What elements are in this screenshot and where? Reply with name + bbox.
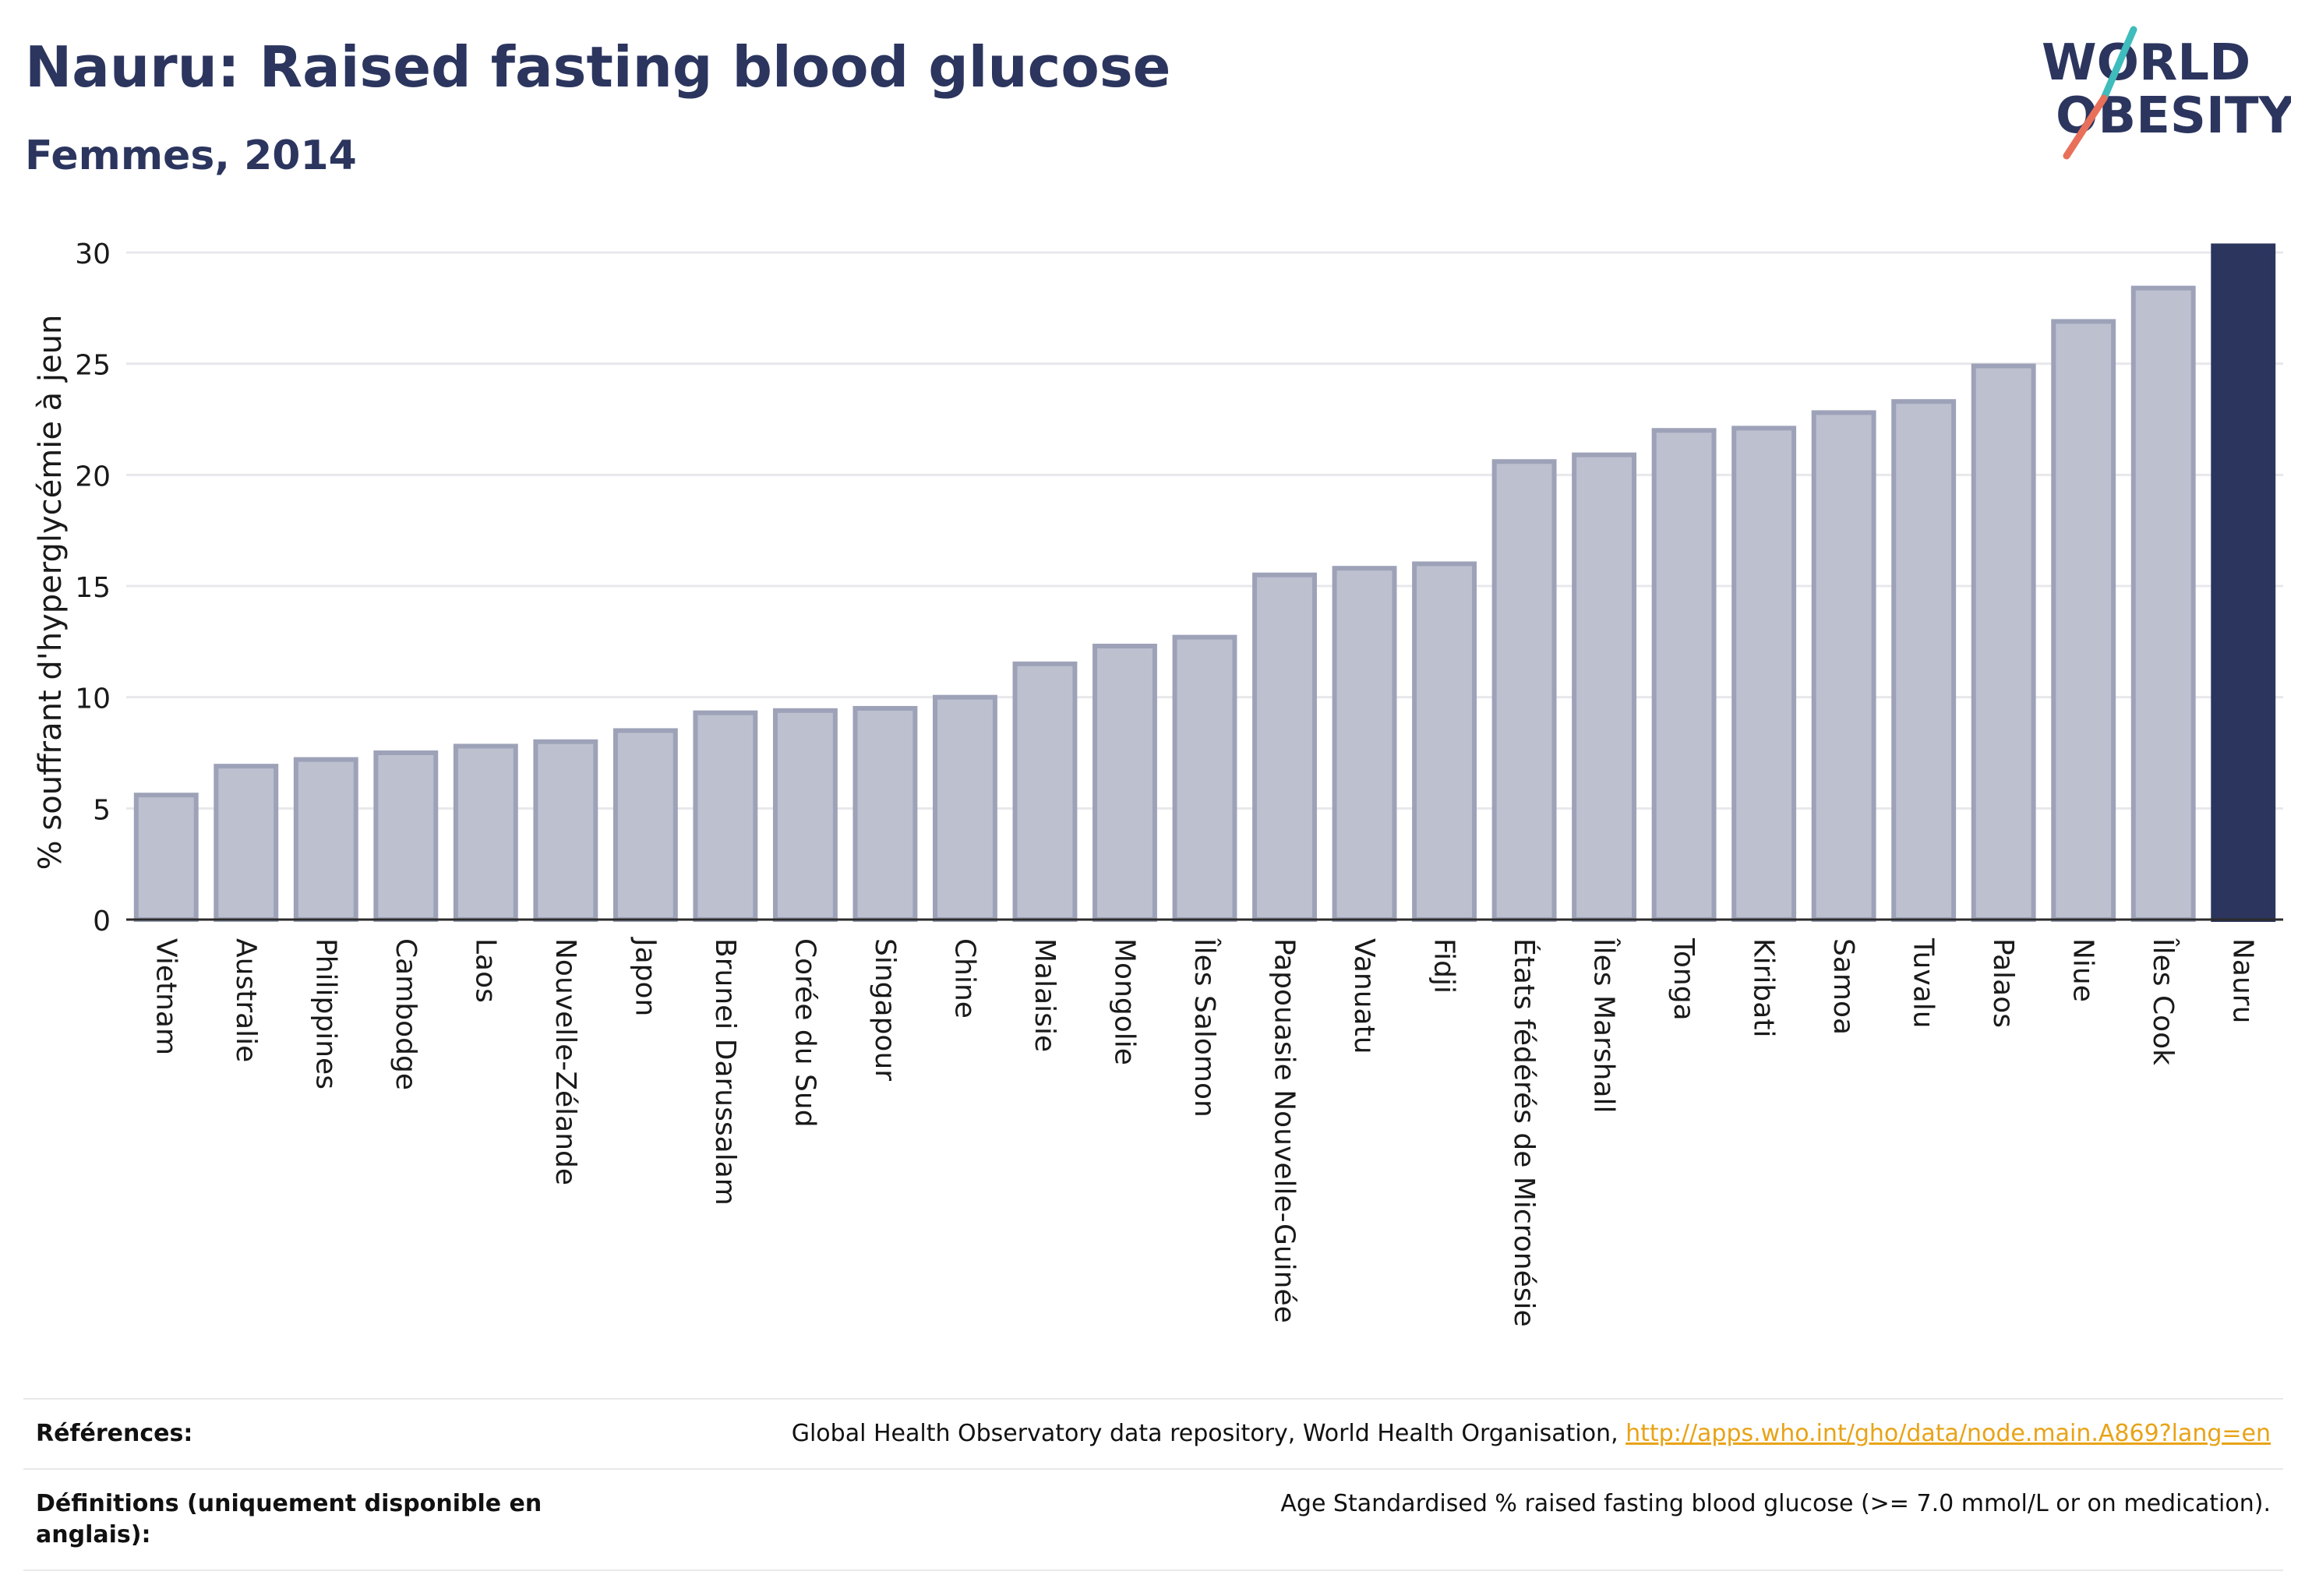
x-tick-label: Philippines [309,938,341,1089]
y-tick-label: 0 [93,906,111,937]
bar-11 [1012,661,1078,922]
y-tick-label: 15 [75,572,111,604]
x-tick-label: Samoa [1827,938,1859,1035]
x-tick-label: Kiribati [1748,938,1780,1037]
definitions-label: Définitions (uniquement disponible en an… [36,1490,542,1548]
x-tick-label: Tonga [1668,937,1700,1021]
references-text: Global Health Observatory data repositor… [791,1420,1626,1447]
bar-5 [533,739,598,922]
bar-4 [453,743,518,922]
x-tick-label: États fédérés de Micronésie [1508,938,1541,1327]
x-tick-label: Îles Cook [2147,937,2180,1065]
bar-0 [133,793,199,922]
references-label: Références: [36,1420,193,1447]
bar-7 [693,710,758,922]
y-tick-label: 10 [75,683,111,715]
bar-26 [2211,243,2276,922]
y-tick-label: 20 [75,461,111,493]
y-tick-label: 25 [75,350,111,382]
y-tick-label: 5 [93,794,111,826]
x-tick-label: Tuvalu [1908,937,1940,1029]
definitions-value: Age Standardised % raised fasting blood … [1280,1490,2271,1517]
footer-references: Références: Global Health Observatory da… [23,1398,2283,1571]
x-tick-label: Îles Salomon [1188,937,1221,1118]
logo-line-1: WORLD [2042,34,2250,92]
bar-13 [1172,634,1237,922]
x-tick-label: Cambodge [390,938,422,1090]
x-tick-label: Palaos [1987,938,2019,1028]
logo-slash-teal [2100,26,2137,102]
bar-20 [1731,425,1797,922]
x-tick-label: Brunei Darussalam [709,938,741,1206]
bar-chart: 0 5 10 15 20 25 30 Vietnam Australie Philippines… [33,238,2283,1327]
y-axis-label: % souffrant d'hyperglycémie à jeun [33,315,69,870]
x-tick-label: Niue [2067,938,2099,1002]
references-row: Références: Global Health Observatory da… [23,1398,2283,1468]
x-tick-label: Japon [629,937,661,1016]
bar-21 [1811,410,1876,922]
bar-1 [214,764,279,922]
bar-23 [1971,363,2036,922]
bar-10 [933,694,997,923]
bar-2 [293,757,358,922]
bar-22 [1891,399,1957,922]
x-tick-label: Vietnam [150,938,182,1055]
bar-18 [1572,452,1637,922]
y-axis-ticks: 0 5 10 15 20 25 30 [75,238,111,937]
bar-6 [612,728,678,923]
bar-15 [1332,566,1397,922]
references-link[interactable]: http://apps.who.int/gho/data/node.main.A… [1626,1420,2271,1447]
bar-17 [1491,459,1557,922]
bar-12 [1092,644,1157,922]
bar-16 [1412,561,1477,922]
page-title: Nauru: Raised fasting blood glucose [25,34,1171,100]
x-tick-label: Îles Marshall [1588,937,1621,1114]
x-tick-label: Malaisie [1029,938,1061,1052]
bar-25 [2130,285,2196,922]
y-tick-label: 30 [75,238,111,270]
x-tick-label: Chine [948,938,980,1019]
bar-8 [772,708,838,923]
x-tick-label: Nauru [2227,938,2259,1023]
x-tick-label: Papouasie Nouvelle-Guinée [1269,938,1301,1323]
x-tick-label: Vanuatu [1348,938,1380,1054]
logo-slash-coral [2063,94,2108,160]
bar-24 [2051,319,2116,923]
references-value: Global Health Observatory data repositor… [792,1418,2271,1449]
x-tick-label: Australie [230,938,262,1062]
bar-19 [1651,428,1717,922]
bar-9 [852,705,918,923]
x-axis-labels: Vietnam Australie Philippines Cambodge Laos N… [150,937,2258,1327]
bars [133,243,2276,923]
definitions-row: Définitions (uniquement disponible en an… [23,1468,2283,1571]
bar-3 [373,750,439,922]
x-tick-label: Fidji [1428,938,1460,994]
world-obesity-logo: WORLD OBESITY [2042,26,2291,160]
x-tick-label: Laos [469,938,501,1003]
x-tick-label: Singapour [869,938,901,1081]
page-subtitle: Femmes, 2014 [25,132,357,179]
x-tick-label: Mongolie [1108,938,1140,1065]
x-tick-label: Nouvelle-Zélande [549,938,581,1185]
x-tick-label: Corée du Sud [789,938,821,1128]
bar-14 [1252,572,1317,922]
